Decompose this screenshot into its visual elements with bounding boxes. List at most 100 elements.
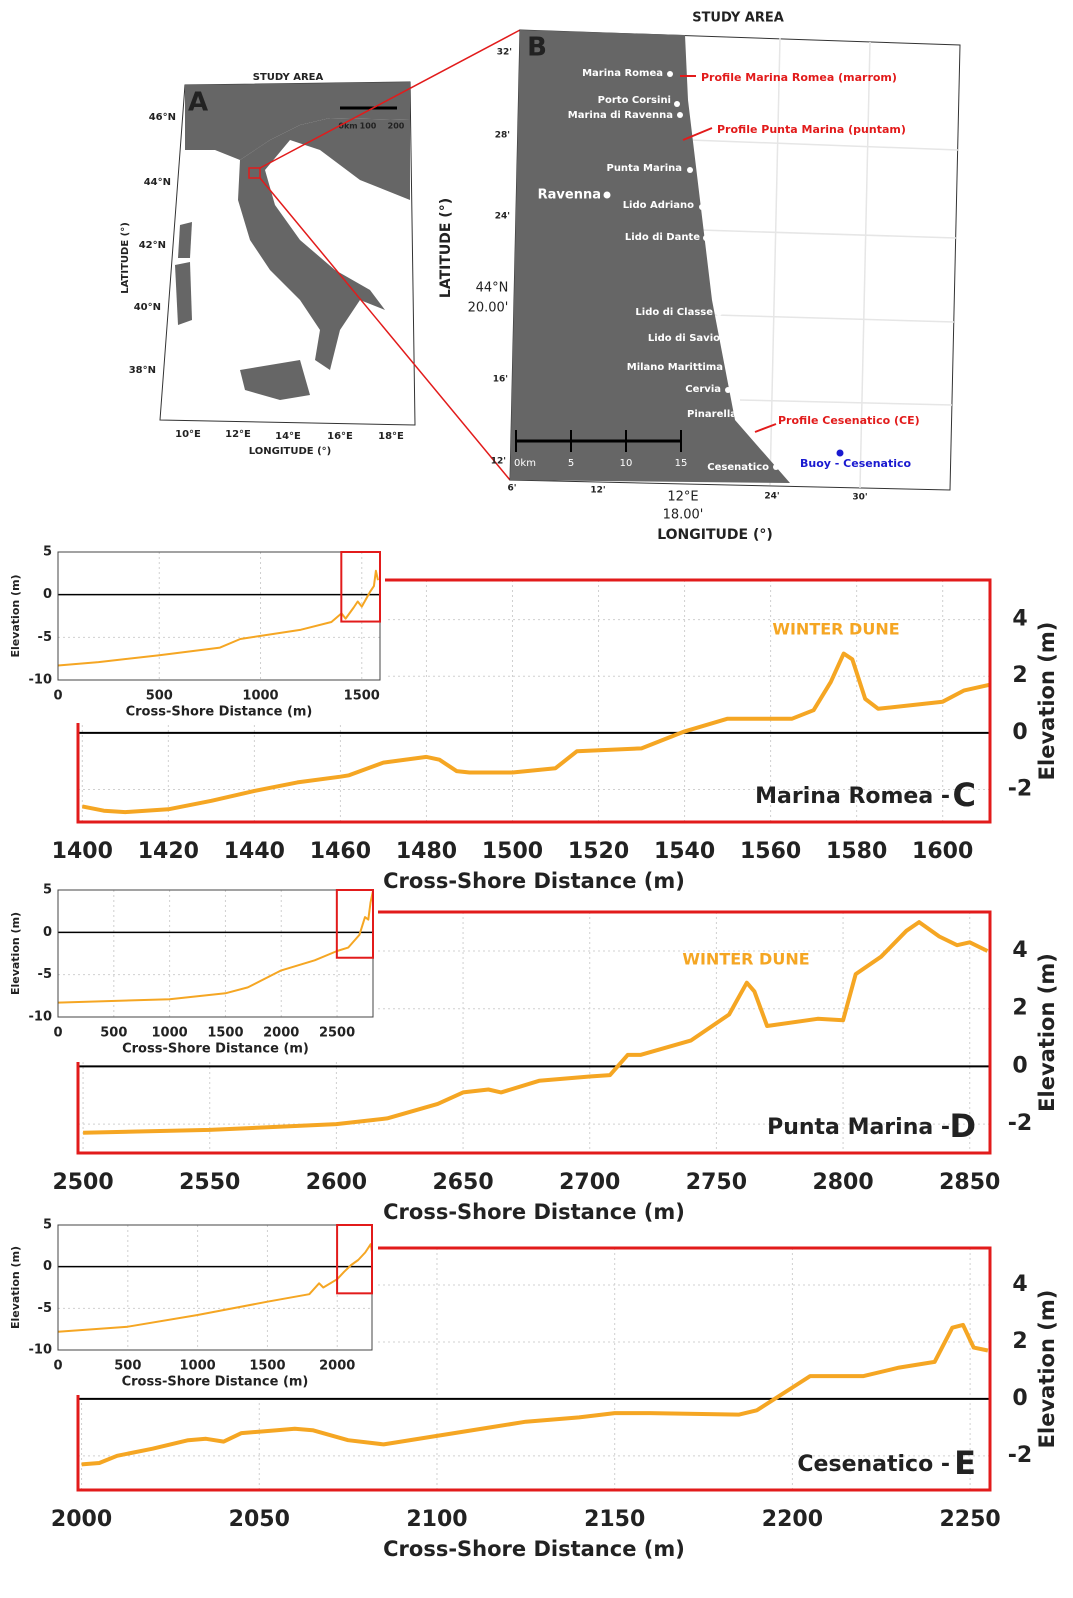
profile-label: Profile Punta Marina (puntam) [717, 123, 906, 136]
map-b: STUDY AREA B Marina Romea Porto Corsini … [438, 11, 961, 543]
annotation: WINTER DUNE [772, 620, 899, 639]
x-tick-label: 500 [100, 1026, 127, 1041]
x-tick-label: 1420 [138, 839, 199, 864]
profile-line [57, 1243, 373, 1333]
profile-line [81, 1322, 989, 1467]
x-tick-label: 1500 [249, 1359, 285, 1374]
y-tick-label: -5 [38, 630, 52, 645]
y-tick-label: 2 [1012, 663, 1027, 688]
x-axis-label: Cross-Shore Distance (m) [122, 1375, 309, 1390]
lat-tick: 16' [493, 375, 508, 385]
x-tick-label: 1000 [242, 689, 278, 704]
scale-label: 5 [568, 458, 574, 469]
zoom-box [340, 551, 381, 623]
y-tick-label: 0 [43, 925, 52, 940]
scale-label: 0km [514, 458, 536, 469]
land [510, 30, 790, 483]
lon-tick: 18°E [378, 431, 404, 442]
x-tick-label: 2550 [179, 1170, 240, 1195]
lat-tick: 24' [495, 212, 510, 222]
map-grid [689, 37, 959, 489]
buoy [836, 449, 844, 457]
x-tick-label: 500 [146, 689, 173, 704]
x-tick-label: 2600 [306, 1170, 367, 1195]
zoom-box [248, 167, 261, 179]
x-tick-label: 2150 [584, 1507, 645, 1532]
land [240, 360, 310, 400]
scale-bar [515, 430, 682, 452]
lon-tick: 16°E [327, 431, 353, 442]
lon-tick: 6' [507, 484, 516, 494]
x-tick-label: 0 [53, 689, 62, 704]
y-tick-label: 5 [43, 883, 52, 898]
lat-tick: 42°N [139, 240, 166, 251]
y-axis-label: Elevation (m) [9, 574, 22, 657]
x-tick-label: 1000 [152, 1026, 188, 1041]
lon-tick: 30' [852, 493, 867, 503]
x-tick-label: 2800 [812, 1170, 873, 1195]
lon-tick: 14°E [275, 431, 301, 442]
place-label: Cervia [685, 384, 721, 395]
y-tick-label: -5 [38, 1301, 52, 1316]
axis-label: LATITUDE (°) [120, 222, 131, 294]
x-tick-label: 1440 [224, 839, 285, 864]
x-tick-label: 2000 [263, 1026, 299, 1041]
place-label: Marina Romea [582, 68, 663, 79]
y-tick-label: 0 [1012, 720, 1027, 745]
place-label: Porto Corsini [598, 95, 671, 106]
zoom-box [335, 889, 375, 959]
place-label: Marina di Ravenna [568, 110, 673, 121]
land [175, 262, 192, 325]
place-label: Ravenna [538, 188, 601, 203]
scale-label: 200 [388, 122, 405, 131]
y-axis-label: Elevation (m) [9, 912, 22, 995]
scale-label: 15 [675, 458, 688, 469]
y-tick-label: 0 [1012, 1386, 1027, 1411]
y-tick-label: 4 [1012, 607, 1027, 632]
y-tick-label: 2 [1012, 996, 1027, 1021]
x-tick-label: 1520 [568, 839, 629, 864]
annotation: WINTER DUNE [682, 950, 809, 969]
y-tick-label: -10 [29, 1343, 53, 1358]
land [238, 118, 410, 370]
place-label: Pinarella [687, 409, 737, 420]
y-tick-label: 4 [1012, 1272, 1027, 1297]
scale-label: 100 [360, 122, 377, 131]
profile-line [83, 920, 989, 1135]
profile-line [81, 651, 991, 815]
scale-label: 0km [338, 122, 357, 131]
land [185, 82, 410, 160]
inset-background [0, 1215, 378, 1395]
lon-tick: 12°E [667, 490, 698, 505]
panel-letter: B [527, 33, 547, 63]
x-tick-label: 1500 [482, 839, 543, 864]
lat-tick: 20.00' [468, 301, 509, 316]
x-tick-label: 1560 [740, 839, 801, 864]
x-tick-label: 2500 [319, 1026, 355, 1041]
place-dots [603, 71, 779, 470]
x-tick-label: 2000 [319, 1359, 355, 1374]
lon-tick: 12' [590, 486, 605, 496]
lat-tick: 32' [497, 48, 512, 58]
x-tick-label: 0 [53, 1026, 62, 1041]
x-tick-label: 2250 [939, 1507, 1000, 1532]
y-tick-label: 0 [1012, 1053, 1027, 1078]
panel-letter: A [188, 88, 208, 118]
lat-tick: 44°N [476, 281, 509, 296]
buoy-label: Buoy - Cesenatico [800, 457, 912, 470]
y-tick-label: -10 [29, 673, 53, 688]
place-label: Lido di Classe [635, 307, 713, 318]
scale-label: 10 [620, 458, 633, 469]
place-label: Cesenatico [707, 462, 769, 473]
zoom-line [259, 29, 521, 169]
x-tick-label: 2850 [939, 1170, 1000, 1195]
place-label: Lido di Dante [625, 232, 700, 243]
x-tick-label: 1540 [654, 839, 715, 864]
lat-tick: 44°N [144, 177, 171, 188]
y-tick-label: -2 [1008, 776, 1032, 801]
x-tick-label: 2750 [686, 1170, 747, 1195]
x-tick-label: 2000 [51, 1507, 112, 1532]
x-tick-label: 1500 [207, 1026, 243, 1041]
x-axis-label: Cross-Shore Distance (m) [383, 1537, 685, 1561]
